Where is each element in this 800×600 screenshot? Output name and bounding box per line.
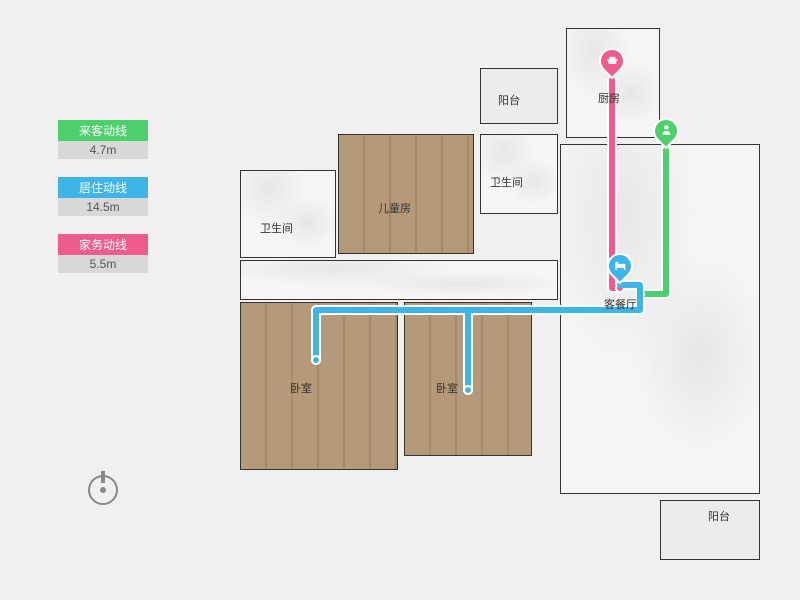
wood-floor [405, 303, 531, 455]
legend-item-guest: 来客动线 4.7m [58, 120, 148, 159]
room-bedroom-1 [240, 302, 398, 470]
marker-chores [599, 48, 625, 80]
legend-item-living: 居住动线 14.5m [58, 177, 148, 216]
bed-icon [614, 259, 626, 274]
legend-label: 来客动线 [58, 120, 148, 141]
room-kids-room [338, 134, 474, 254]
room-bedroom-2 [404, 302, 532, 456]
room-bath-2 [480, 134, 558, 214]
room-bath-1 [240, 170, 336, 258]
legend-value: 4.7m [58, 141, 148, 159]
legend-label: 居住动线 [58, 177, 148, 198]
room-kitchen [566, 28, 660, 138]
legend-value: 14.5m [58, 198, 148, 216]
wood-floor [339, 135, 473, 253]
room-hallway [240, 260, 558, 300]
tile-floor [481, 69, 557, 123]
marker-living [607, 253, 633, 285]
room-balcony-n [480, 68, 558, 124]
room-living [560, 144, 760, 494]
compass-icon [88, 475, 118, 505]
marker-guest [653, 118, 679, 150]
marble-floor [241, 261, 557, 299]
legend-label: 家务动线 [58, 234, 148, 255]
tile-floor [661, 501, 759, 559]
person-icon [660, 124, 672, 139]
marble-floor [481, 135, 557, 213]
floor-plan: 厨房阳台卫生间儿童房卫生间卧室卧室客餐厅阳台 [180, 10, 780, 580]
marble-floor [241, 171, 335, 257]
marble-floor [567, 29, 659, 137]
legend-value: 5.5m [58, 255, 148, 273]
legend: 来客动线 4.7m 居住动线 14.5m 家务动线 5.5m [58, 120, 148, 291]
wood-floor [241, 303, 397, 469]
marble-floor [561, 145, 759, 493]
legend-item-chores: 家务动线 5.5m [58, 234, 148, 273]
pot-icon [606, 54, 618, 69]
room-balcony-e [660, 500, 760, 560]
